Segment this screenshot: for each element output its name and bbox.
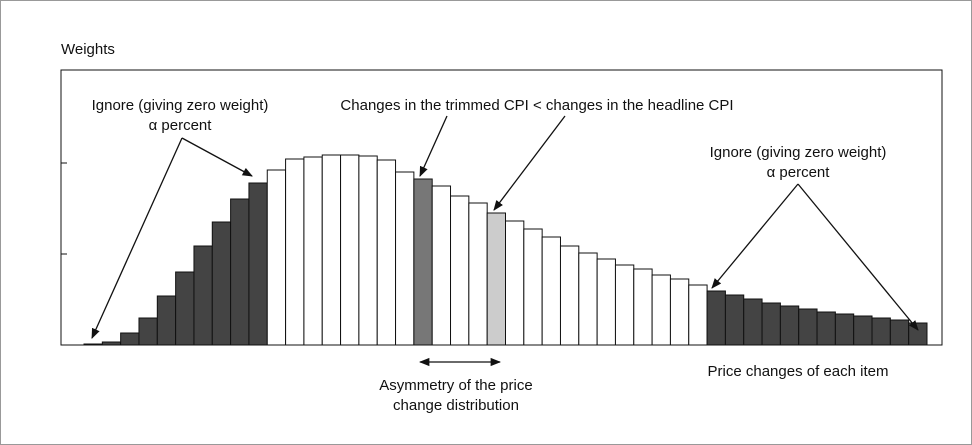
- annotation: Ignore (giving zero weight): [92, 97, 269, 114]
- annotation: change distribution: [393, 397, 519, 414]
- bar: [230, 198, 250, 346]
- bar: [816, 311, 836, 346]
- bar: [468, 202, 488, 346]
- bar: [431, 185, 452, 346]
- bar: [688, 284, 708, 346]
- bar: [853, 315, 873, 346]
- bar: [889, 319, 910, 346]
- arrow: [797, 183, 919, 331]
- bar: [266, 169, 287, 346]
- bar: [358, 155, 378, 346]
- bar: [450, 195, 470, 346]
- bar: [395, 171, 415, 346]
- bar: [156, 295, 177, 346]
- x-label: Price changes of each item: [708, 363, 889, 380]
- annotation: Ignore (giving zero weight): [710, 144, 887, 161]
- bar: [834, 313, 855, 346]
- y-label: Weights: [61, 41, 115, 58]
- bar: [908, 322, 928, 346]
- arrow: [181, 137, 253, 177]
- annotation: α percent: [767, 164, 831, 181]
- arrow: [419, 115, 448, 177]
- bar: [120, 332, 140, 346]
- bar: [871, 317, 891, 346]
- bar: [285, 158, 305, 346]
- annotation: α percent: [149, 117, 213, 134]
- annotation: Asymmetry of the price: [379, 377, 532, 394]
- bar: [559, 245, 580, 346]
- bar: [138, 317, 158, 346]
- bar: [798, 308, 818, 346]
- bar: [724, 294, 745, 346]
- bar: [175, 271, 195, 346]
- bar: [779, 305, 800, 346]
- arrow: [493, 115, 566, 211]
- bar: [101, 341, 122, 346]
- bar: [614, 264, 635, 346]
- bar: [303, 156, 323, 346]
- bar: [505, 220, 525, 346]
- bar: [596, 258, 616, 346]
- bar: [633, 268, 653, 346]
- bar: [578, 252, 598, 346]
- bar: [376, 159, 397, 346]
- arrow: [91, 137, 183, 339]
- bar: [83, 343, 103, 346]
- bar: [743, 298, 763, 346]
- bar: [321, 154, 342, 346]
- bar: [413, 178, 433, 346]
- bar: [248, 182, 268, 346]
- bar: [486, 212, 507, 346]
- bar: [669, 278, 690, 346]
- arrow: [711, 183, 799, 289]
- annotation: Changes in the trimmed CPI < changes in …: [340, 97, 733, 114]
- bar: [193, 245, 213, 346]
- bar: [523, 228, 543, 346]
- arrows: [91, 115, 919, 367]
- bar: [211, 221, 232, 346]
- bar: [761, 302, 781, 346]
- bar: [541, 236, 561, 346]
- bar: [651, 274, 671, 346]
- bar: [340, 154, 360, 346]
- bar: [706, 290, 726, 346]
